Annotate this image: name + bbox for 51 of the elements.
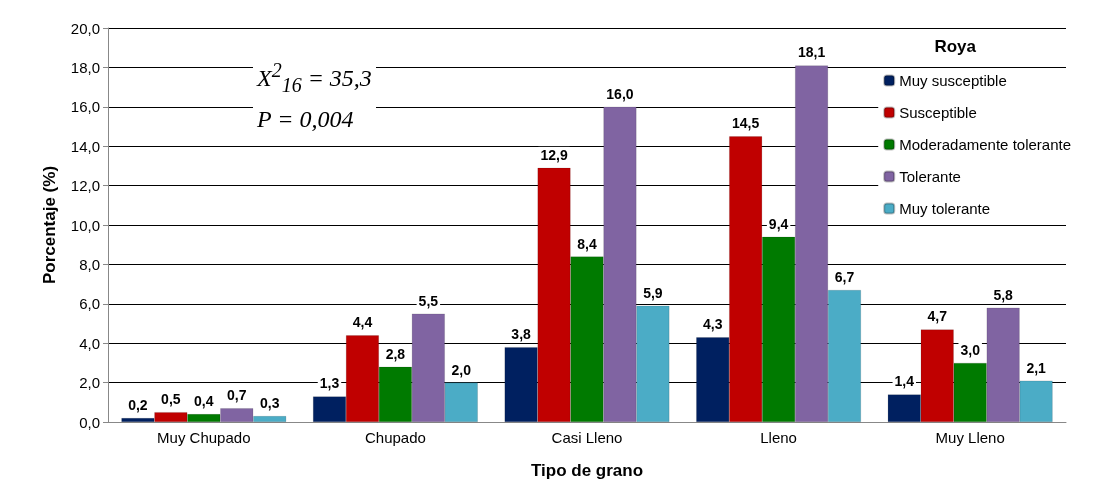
legend-label: Muy susceptible — [899, 72, 1007, 89]
data-label: 14,5 — [732, 115, 760, 132]
data-label: 0,2 — [128, 397, 148, 414]
data-label: 0,5 — [161, 391, 181, 408]
legend-label: Tolerante — [899, 168, 961, 185]
legend-label: Susceptible — [899, 104, 977, 121]
x-tick-label: Chupado — [364, 429, 426, 446]
data-label: 3,8 — [511, 326, 532, 343]
y-tick-label: 14,0 — [70, 137, 100, 155]
annotation: X$^{2}$$_{16}$ = 35,3 — [257, 58, 372, 98]
data-label: 4,3 — [702, 316, 723, 333]
data-label: 4,4 — [352, 314, 373, 331]
data-label: 5,9 — [643, 284, 663, 301]
y-tick-label: 6,0 — [79, 295, 100, 313]
y-tick-label: 12,0 — [70, 177, 100, 195]
y-axis-title: Porcentaje (%) — [40, 165, 59, 285]
x-tick-label: Casi Lleno — [551, 429, 623, 446]
data-label: 12,9 — [540, 146, 568, 163]
data-label: 2,0 — [451, 361, 472, 378]
data-label: 1,3 — [319, 375, 340, 392]
data-label: 3,0 — [960, 341, 981, 358]
legend-title: Roya — [934, 37, 977, 56]
y-tick-label: 16,0 — [70, 98, 100, 116]
legend-label: Muy tolerante — [899, 200, 991, 217]
x-tick-label: Muy Chupado — [157, 429, 251, 446]
y-tick-label: 2,0 — [79, 374, 100, 392]
data-label: 2,1 — [1026, 359, 1047, 376]
y-tick-label: 18,0 — [70, 58, 100, 76]
data-label: 9,4 — [768, 215, 789, 232]
data-label: 6,7 — [834, 269, 855, 286]
y-tick-label: 20,0 — [70, 19, 100, 37]
x-axis-title: Tipo de grano — [530, 461, 644, 480]
y-tick-label: 8,0 — [79, 255, 100, 273]
data-label: 2,8 — [385, 345, 406, 362]
x-tick-label: Lleno — [760, 429, 797, 446]
data-label: 4,7 — [927, 308, 948, 325]
y-tick-label: 10,0 — [70, 216, 100, 234]
data-label: 5,8 — [993, 286, 1014, 303]
data-label: 18,1 — [797, 44, 826, 61]
x-tick-label: Muy Lleno — [935, 429, 1005, 446]
data-label: 8,4 — [577, 235, 597, 252]
data-label: 16,0 — [606, 85, 634, 102]
data-label: 0,7 — [227, 387, 247, 404]
annotation: P = 0,004 — [257, 104, 355, 134]
data-label: 0,4 — [194, 393, 214, 410]
data-label: 1,4 — [894, 373, 915, 390]
data-label: 5,5 — [418, 292, 439, 309]
y-tick-label: 4,0 — [79, 334, 100, 352]
y-tick-label: 0,0 — [79, 413, 100, 431]
legend-label: Moderadamente tolerante — [899, 136, 1072, 153]
data-label: 0,3 — [259, 395, 280, 412]
